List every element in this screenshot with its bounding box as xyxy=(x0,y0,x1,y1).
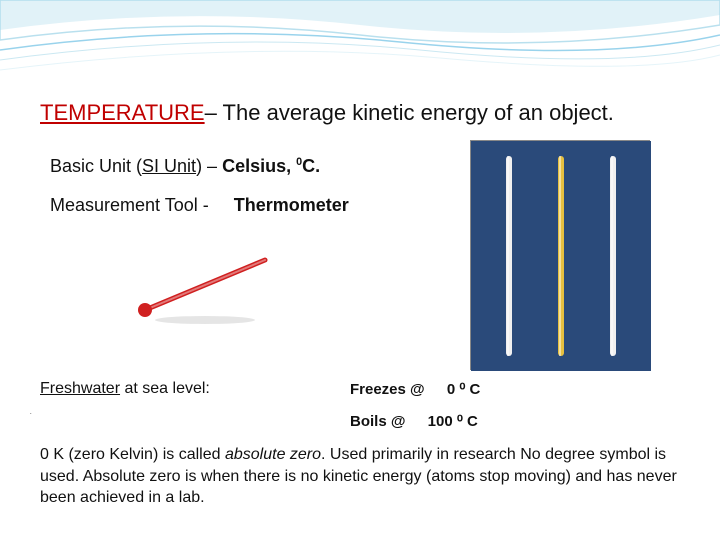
unit-value: Celsius, 0C. xyxy=(222,156,320,176)
freezes-row: Freezes @ 0 ⁰ C xyxy=(350,380,480,398)
unit-prefix: Basic Unit ( xyxy=(50,156,142,176)
tool-value: Thermometer xyxy=(234,195,349,215)
freshwater-text: Freshwater at sea level: xyxy=(40,380,210,398)
freezes-value: 0 ⁰ C xyxy=(447,381,481,398)
boils-value: 100 ⁰ C xyxy=(428,413,478,430)
boils-label: Boils @ xyxy=(350,413,405,430)
freshwater-label: Freshwater xyxy=(40,380,120,397)
boils-row: Boils @ 100 ⁰ C xyxy=(350,412,480,430)
stray-dot: . xyxy=(30,410,32,416)
tool-label: Measurement Tool - xyxy=(50,195,209,215)
freezes-label: Freezes @ xyxy=(350,381,425,398)
freshwater-rest: at sea level: xyxy=(120,380,210,397)
image-area xyxy=(40,230,680,370)
facts-block: Freezes @ 0 ⁰ C Boils @ 100 ⁰ C xyxy=(350,380,480,444)
freshwater-row: Freshwater at sea level: Freezes @ 0 ⁰ C… xyxy=(40,380,680,398)
single-thermometer-image xyxy=(130,240,280,330)
unit-mid: ) – xyxy=(196,156,222,176)
bottom-part1: 0 K (zero Kelvin) is called xyxy=(40,446,225,463)
title-keyword: TEMPERATURE xyxy=(40,100,205,125)
title-rest: – The average kinetic energy of an objec… xyxy=(205,100,614,125)
bottom-paragraph: 0 K (zero Kelvin) is called absolute zer… xyxy=(40,444,680,509)
slide-title: TEMPERATURE– The average kinetic energy … xyxy=(40,100,680,126)
thermometer-group-image xyxy=(470,140,650,370)
absolute-zero-term: absolute zero xyxy=(225,446,321,463)
si-unit-label: SI Unit xyxy=(142,156,196,176)
